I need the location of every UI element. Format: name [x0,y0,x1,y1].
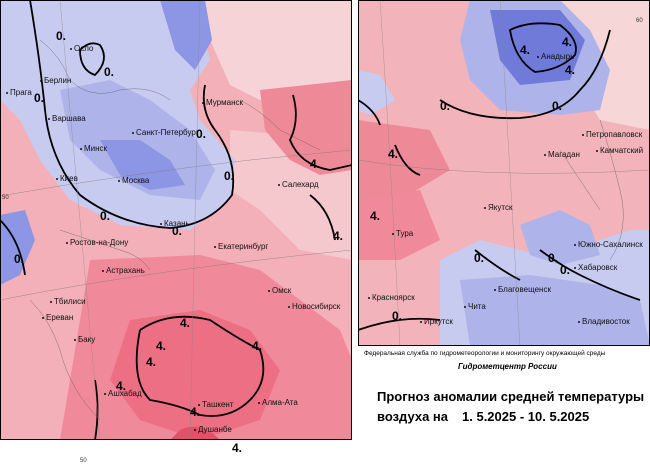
latitude-mark: 50 [80,458,87,464]
isoline-label: 4. [565,63,576,77]
isoline-label: 0. [104,65,115,79]
isoline-label: 0. [196,127,207,141]
city-label: Тбилиси [50,297,86,306]
city-label: Казань [160,219,190,228]
city-label: Омск [268,286,291,295]
city-label: Санкт-Петербург [132,128,199,137]
city-label: Якутск [484,203,512,212]
city-label: Варшава [48,114,86,123]
city-label: Астрахань [102,266,145,275]
city-label: Петропавловск [582,130,642,139]
isoline-label: 4. [116,379,127,393]
isoline-label: 0. [474,251,485,265]
city-label: Киев [56,174,78,183]
city-label: Благовещенск [494,285,551,294]
city-label: Осло [70,44,93,53]
city-label: Берлин [40,76,71,85]
isoline-label: 0. [100,209,111,223]
isoline-label: 4. [180,316,191,330]
latitude-mark: 60 [636,18,643,24]
west-panel [0,0,352,440]
title-prefix: воздуха на [377,409,449,424]
city-label: Тура [392,229,413,238]
isoline-label: 4. [388,147,399,161]
isoline-label: 0. [560,263,571,277]
city-label: Душанбе [194,425,232,434]
isoline-label: 4. [156,339,167,353]
isoline-label: 4. [190,405,201,419]
city-label: Ташкент [198,400,234,409]
title-panel [359,346,650,467]
city-label: Мурманск [202,98,243,107]
city-label: Прага [6,88,32,97]
isoline-label: 0. [548,251,559,265]
city-label: Анадырь [537,52,574,61]
isoline-label: 4. [333,229,344,243]
city-label: Новосибирск [288,302,340,311]
city-label: Алма-Ата [258,398,298,407]
isoline-label: 0. [34,91,45,105]
isoline-label: 4. [252,339,263,353]
city-label: Ашхабад [104,389,142,398]
city-label: Хабаровск [574,263,617,272]
east-panel [358,0,650,346]
city-label: Чита [464,302,486,311]
isoline-label: 4. [562,35,573,49]
isoline-label: 0. [14,252,25,266]
isoline-label: 0. [392,309,403,323]
isoline-label: 4. [370,209,381,223]
isoline-label: 4. [520,43,531,57]
city-label: Баку [74,335,95,344]
forecast-period: 1. 5.2025 - 10. 5.2025 [462,409,590,424]
isoline-label: 0. [224,169,235,183]
city-label: Магадан [544,150,580,159]
isoline-label: 0. [440,99,451,113]
city-label: Камчатский [596,146,643,155]
city-label: Владивосток [578,317,630,326]
city-label: Салехард [278,180,319,189]
city-label: Южно-Сахалинск [574,240,643,249]
isoline-label: 0. [552,99,563,113]
centre-name: Гидрометцентр России [458,362,557,371]
city-label: Ереван [42,313,73,322]
map-title-period: воздуха на 1. 5.2025 - 10. 5.2025 [377,409,589,424]
city-label: Красноярск [368,293,415,302]
isoline-label: 4. [232,441,243,455]
isoline-label: 4. [146,355,157,369]
city-label: Ростов-на-Дону [66,238,128,247]
agency-name: Федеральная служба по гидрометеорологии … [364,350,606,357]
isoline-label: 4. [310,157,321,171]
isoline-label: 0. [172,224,183,238]
city-label: Иркутск [420,317,453,326]
map-title: Прогноз аномалии средней температуры [377,389,645,404]
latitude-mark: 50 [2,195,9,201]
isoline-label: 0. [56,29,67,43]
city-label: Екатеринбург [214,242,268,251]
city-label: Москва [118,176,149,185]
city-label: Минск [80,144,107,153]
